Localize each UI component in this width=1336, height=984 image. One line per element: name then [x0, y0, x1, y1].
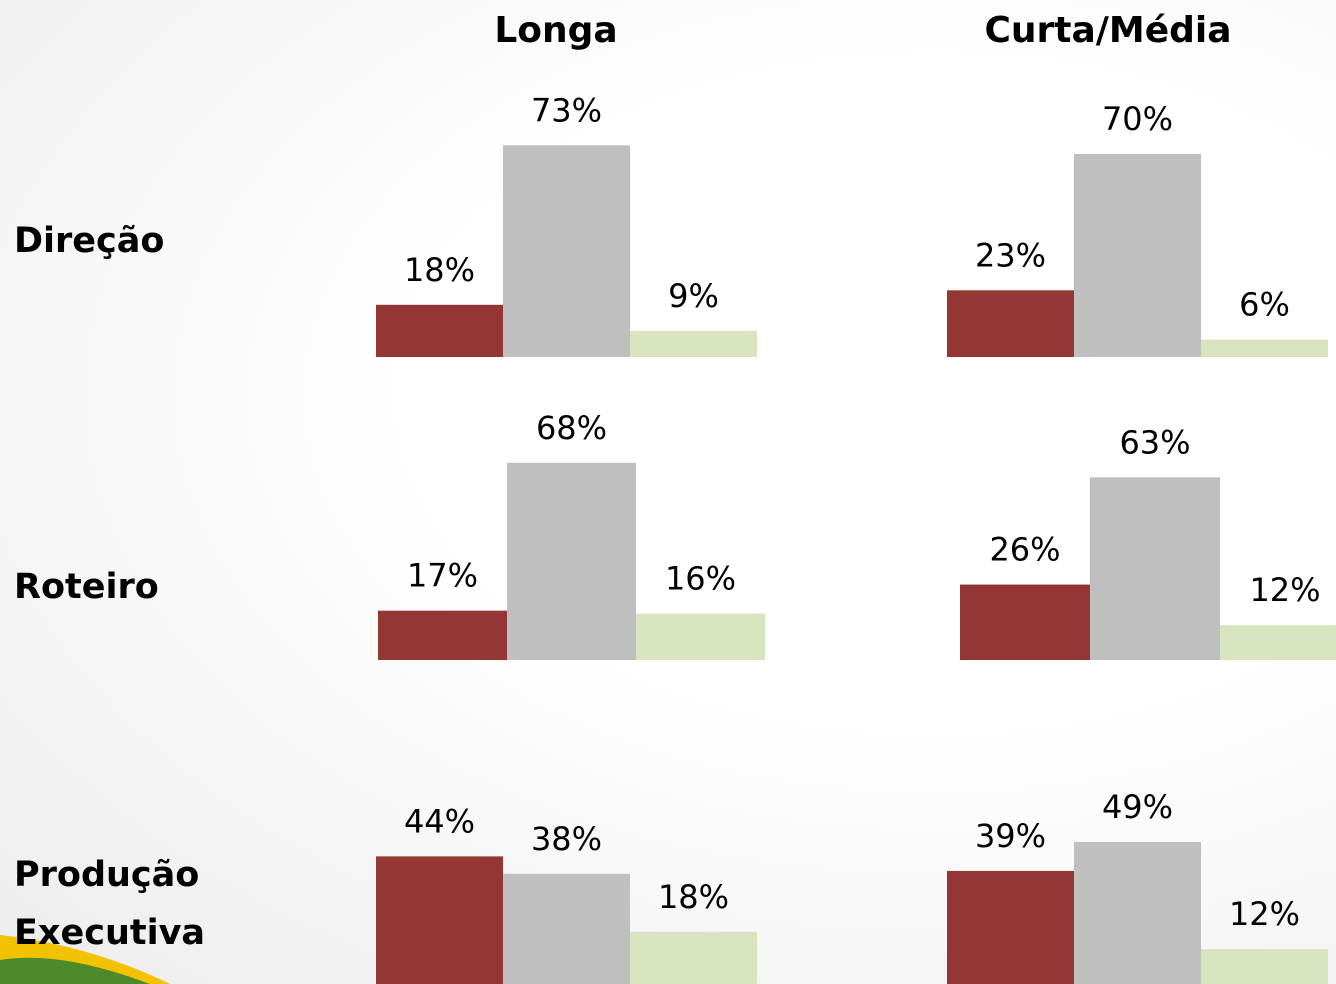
row-label: Direção [14, 221, 165, 261]
bar [503, 873, 630, 984]
column-header: Longa [494, 10, 618, 51]
value-label: 12% [1249, 571, 1320, 609]
value-label: 73% [531, 91, 602, 129]
bar [1201, 949, 1328, 984]
row-label: Roteiro [14, 567, 159, 607]
value-label: 18% [404, 251, 475, 289]
bar [376, 304, 503, 357]
bar [1074, 154, 1201, 357]
bar [1074, 841, 1201, 984]
bar [1220, 625, 1336, 660]
bar [507, 462, 636, 660]
bar [630, 330, 757, 357]
bar [630, 931, 757, 984]
bar [960, 584, 1090, 660]
bar [503, 145, 630, 357]
value-label: 18% [658, 878, 729, 916]
bar [636, 613, 765, 660]
value-label: 9% [668, 277, 719, 315]
value-label: 49% [1102, 788, 1173, 826]
bar [947, 290, 1074, 357]
bar [947, 870, 1074, 984]
value-label: 23% [975, 236, 1046, 274]
value-label: 39% [975, 817, 1046, 855]
bar [376, 856, 503, 984]
value-label: 63% [1119, 423, 1190, 461]
value-label: 38% [531, 820, 602, 858]
value-label: 68% [536, 409, 607, 447]
value-label: 26% [989, 531, 1060, 569]
value-label: 70% [1102, 100, 1173, 138]
bar [1201, 339, 1328, 357]
column-header: Curta/Média [984, 10, 1232, 51]
value-label: 17% [407, 557, 478, 595]
row-label: Produção Executiva [14, 855, 206, 953]
value-label: 16% [665, 560, 736, 598]
decor-yellow [0, 935, 170, 984]
value-label: 44% [404, 802, 475, 840]
bar [378, 610, 507, 660]
bar [1090, 477, 1220, 660]
value-label: 6% [1239, 286, 1290, 324]
value-label: 12% [1229, 895, 1300, 933]
